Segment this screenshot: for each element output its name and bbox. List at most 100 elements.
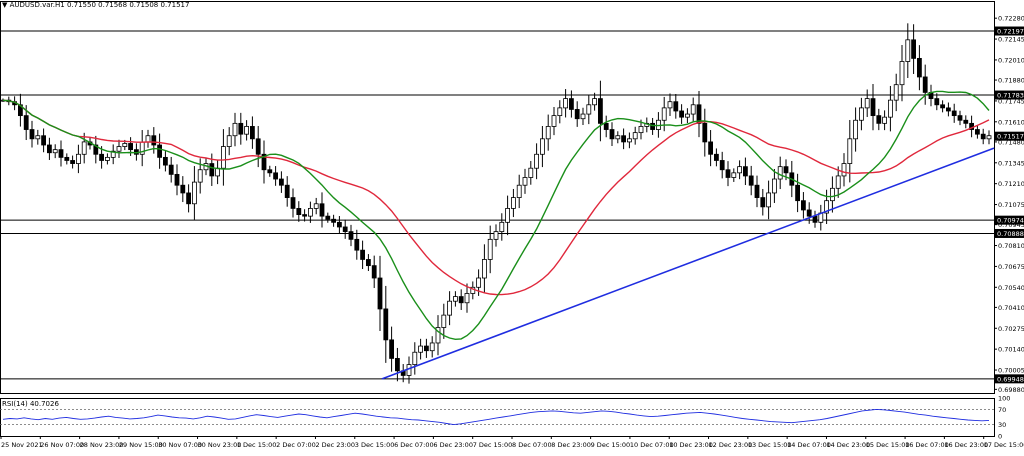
candle-body xyxy=(841,163,847,177)
candle-body xyxy=(377,277,383,310)
candle-body xyxy=(423,345,429,352)
candle-body xyxy=(354,238,360,251)
candle-body xyxy=(209,163,215,177)
candle-body xyxy=(795,184,800,202)
time-tick-label: 28 Nov 23:00 xyxy=(80,441,124,449)
candle-body xyxy=(528,167,534,178)
candle-body xyxy=(580,113,586,120)
candle-body xyxy=(888,99,893,118)
price-tick-label: 0.72280 xyxy=(998,15,1024,23)
candle-body xyxy=(592,98,597,106)
time-tick-label: 8 Dec 23:00 xyxy=(551,441,591,449)
candle-body xyxy=(325,215,331,220)
price-tag xyxy=(995,215,1024,225)
candle-body xyxy=(650,122,655,130)
price-tick-label: 0.71610 xyxy=(998,118,1024,126)
candle-body xyxy=(638,126,644,134)
candle-body xyxy=(180,184,186,194)
price-tag-label: 0.70974 xyxy=(997,217,1024,225)
candle-body xyxy=(383,308,389,341)
candle-body xyxy=(609,129,615,140)
candle-body xyxy=(603,122,609,130)
candle-body xyxy=(783,166,789,174)
price-tick-label: 0.72145 xyxy=(998,36,1024,44)
candle-body xyxy=(835,175,841,189)
candle-body xyxy=(882,116,887,124)
candle-body xyxy=(922,76,928,93)
candle-body xyxy=(99,153,104,161)
candle-body xyxy=(191,181,197,205)
candle-body xyxy=(772,178,777,194)
candle-body xyxy=(487,238,493,260)
time-tick-label: 26 Nov 07:00 xyxy=(40,441,84,449)
time-tick-label: 9 Dec 15:00 xyxy=(591,441,631,449)
rsi-line xyxy=(2,408,990,426)
candle-body xyxy=(830,187,835,202)
candle-body xyxy=(864,98,870,109)
candle-body xyxy=(975,129,980,135)
candle-body xyxy=(47,144,52,154)
trendline-layer xyxy=(381,147,995,380)
time-tick-label: 13 Dec 15:00 xyxy=(748,441,792,449)
price-tick-label: 0.70005 xyxy=(998,367,1024,375)
candle-body xyxy=(365,259,371,267)
price-tick-label: 0.70540 xyxy=(998,284,1024,292)
price-tick-label: 0.70945 xyxy=(998,221,1024,229)
time-tick-label: 30 Nov 23:00 xyxy=(198,441,242,449)
candle-body xyxy=(58,149,64,158)
candle-body xyxy=(76,153,81,164)
candle-body xyxy=(452,296,458,302)
time-tick-label: 29 Nov 15:00 xyxy=(119,441,163,449)
candle-body xyxy=(238,122,244,135)
candle-body xyxy=(447,300,453,316)
candle-body xyxy=(806,209,812,217)
candle-body xyxy=(481,259,487,279)
candle-body xyxy=(859,107,864,121)
price-tag-label: 0.70888 xyxy=(997,230,1024,238)
time-tick-label: 8 Dec 07:00 xyxy=(512,441,552,449)
rsi-level-label: 0 xyxy=(998,433,1002,441)
price-tick-label: 0.70410 xyxy=(998,304,1024,312)
support-trendline[interactable] xyxy=(381,147,995,380)
candle-body xyxy=(226,135,232,147)
menu-arrow-icon[interactable]: ▼ xyxy=(2,1,8,9)
price-tag xyxy=(995,228,1024,238)
candle-body xyxy=(290,197,296,209)
candle-body xyxy=(52,149,58,154)
candle-body xyxy=(696,104,702,124)
price-tick-label: 0.70810 xyxy=(998,242,1024,250)
moving-averages xyxy=(2,90,990,341)
candle-body xyxy=(284,184,290,198)
time-tick-label: 14 Dec 23:00 xyxy=(826,441,870,449)
candle-body xyxy=(598,98,603,124)
candle-body xyxy=(331,218,337,223)
candle-body xyxy=(737,166,742,174)
time-tick-label: 7 Dec 15:00 xyxy=(473,441,513,449)
candle-body xyxy=(122,143,128,147)
candle-body xyxy=(574,109,580,120)
candle-body xyxy=(824,200,829,214)
price-tick-label: 0.71075 xyxy=(998,201,1024,209)
time-tick-label: 17 Dec 15:00 xyxy=(984,441,1024,449)
candle-body xyxy=(673,101,679,112)
candle-body xyxy=(911,39,916,59)
candle-body xyxy=(986,135,992,140)
candle-body xyxy=(917,57,922,78)
candle-body xyxy=(893,84,899,101)
candle-body xyxy=(232,122,238,137)
candle-body xyxy=(319,203,325,217)
candle-body xyxy=(847,138,853,164)
candle-body xyxy=(244,126,250,135)
time-tick-label: 16 Dec 07:00 xyxy=(905,441,949,449)
candle-body xyxy=(980,133,986,140)
candle-body xyxy=(493,231,499,240)
candle-body xyxy=(273,172,279,180)
candle-body xyxy=(394,358,400,372)
candle-body xyxy=(748,175,754,186)
candle-body xyxy=(371,265,377,279)
candle-body xyxy=(679,110,684,118)
time-tick-label: 15 Dec 15:00 xyxy=(866,441,910,449)
